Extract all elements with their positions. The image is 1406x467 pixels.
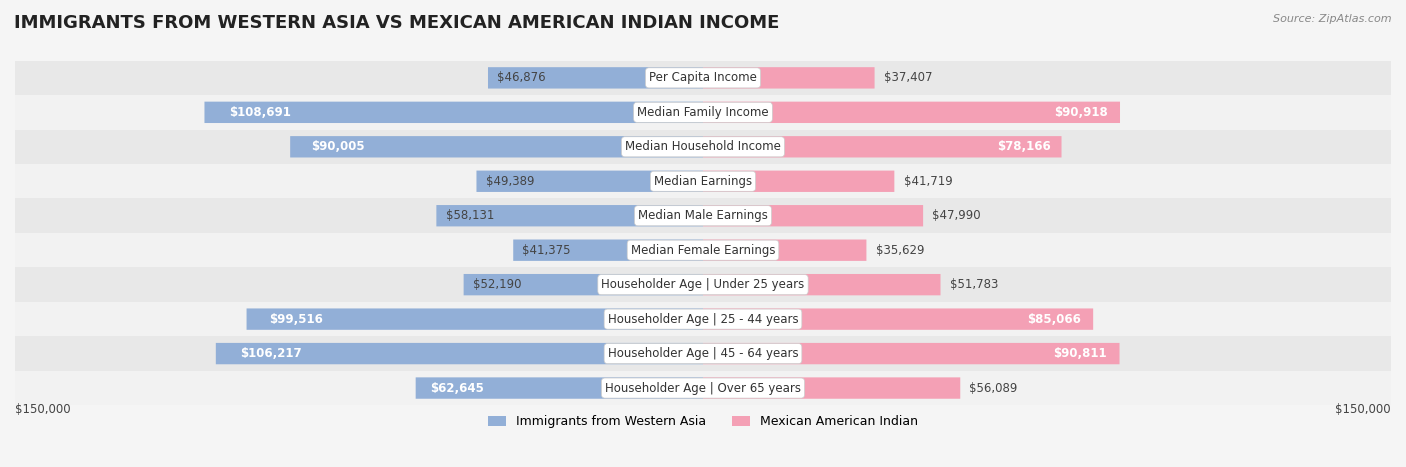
FancyBboxPatch shape — [703, 343, 1119, 364]
Text: $49,389: $49,389 — [485, 175, 534, 188]
Text: $46,876: $46,876 — [498, 71, 546, 85]
Text: $58,131: $58,131 — [446, 209, 494, 222]
FancyBboxPatch shape — [15, 164, 1391, 198]
FancyBboxPatch shape — [703, 102, 1121, 123]
FancyBboxPatch shape — [290, 136, 703, 157]
Text: $41,719: $41,719 — [904, 175, 952, 188]
FancyBboxPatch shape — [488, 67, 703, 89]
FancyBboxPatch shape — [703, 240, 866, 261]
Text: Median Earnings: Median Earnings — [654, 175, 752, 188]
Text: Per Capita Income: Per Capita Income — [650, 71, 756, 85]
FancyBboxPatch shape — [703, 67, 875, 89]
Text: $62,645: $62,645 — [430, 382, 484, 395]
FancyBboxPatch shape — [703, 170, 894, 192]
Text: $106,217: $106,217 — [240, 347, 302, 360]
FancyBboxPatch shape — [703, 308, 1094, 330]
FancyBboxPatch shape — [477, 170, 703, 192]
Text: $51,783: $51,783 — [949, 278, 998, 291]
Text: $37,407: $37,407 — [884, 71, 932, 85]
Text: $108,691: $108,691 — [229, 106, 291, 119]
Text: $47,990: $47,990 — [932, 209, 981, 222]
Text: Median Family Income: Median Family Income — [637, 106, 769, 119]
Legend: Immigrants from Western Asia, Mexican American Indian: Immigrants from Western Asia, Mexican Am… — [482, 410, 924, 433]
FancyBboxPatch shape — [15, 268, 1391, 302]
Text: $150,000: $150,000 — [1336, 403, 1391, 416]
Text: Householder Age | Under 25 years: Householder Age | Under 25 years — [602, 278, 804, 291]
FancyBboxPatch shape — [15, 336, 1391, 371]
Text: Median Household Income: Median Household Income — [626, 140, 780, 153]
FancyBboxPatch shape — [15, 371, 1391, 405]
Text: $56,089: $56,089 — [969, 382, 1018, 395]
FancyBboxPatch shape — [15, 61, 1391, 95]
Text: $90,918: $90,918 — [1053, 106, 1108, 119]
Text: $41,375: $41,375 — [523, 244, 571, 257]
Text: $85,066: $85,066 — [1028, 312, 1081, 325]
Text: $52,190: $52,190 — [472, 278, 522, 291]
Text: IMMIGRANTS FROM WESTERN ASIA VS MEXICAN AMERICAN INDIAN INCOME: IMMIGRANTS FROM WESTERN ASIA VS MEXICAN … — [14, 14, 779, 32]
Text: $78,166: $78,166 — [997, 140, 1050, 153]
FancyBboxPatch shape — [215, 343, 703, 364]
Text: $90,005: $90,005 — [311, 140, 364, 153]
FancyBboxPatch shape — [15, 302, 1391, 336]
Text: $35,629: $35,629 — [876, 244, 924, 257]
FancyBboxPatch shape — [436, 205, 703, 226]
Text: $150,000: $150,000 — [15, 403, 70, 416]
Text: $99,516: $99,516 — [270, 312, 323, 325]
Text: Median Female Earnings: Median Female Earnings — [631, 244, 775, 257]
FancyBboxPatch shape — [703, 205, 924, 226]
FancyBboxPatch shape — [464, 274, 703, 295]
FancyBboxPatch shape — [15, 95, 1391, 129]
FancyBboxPatch shape — [204, 102, 703, 123]
Text: Householder Age | 25 - 44 years: Householder Age | 25 - 44 years — [607, 312, 799, 325]
Text: Source: ZipAtlas.com: Source: ZipAtlas.com — [1274, 14, 1392, 24]
FancyBboxPatch shape — [15, 198, 1391, 233]
FancyBboxPatch shape — [703, 136, 1062, 157]
Text: Median Male Earnings: Median Male Earnings — [638, 209, 768, 222]
Text: $90,811: $90,811 — [1053, 347, 1107, 360]
FancyBboxPatch shape — [513, 240, 703, 261]
FancyBboxPatch shape — [15, 233, 1391, 268]
FancyBboxPatch shape — [15, 129, 1391, 164]
FancyBboxPatch shape — [703, 377, 960, 399]
FancyBboxPatch shape — [703, 274, 941, 295]
FancyBboxPatch shape — [416, 377, 703, 399]
Text: Householder Age | 45 - 64 years: Householder Age | 45 - 64 years — [607, 347, 799, 360]
Text: Householder Age | Over 65 years: Householder Age | Over 65 years — [605, 382, 801, 395]
FancyBboxPatch shape — [246, 308, 703, 330]
